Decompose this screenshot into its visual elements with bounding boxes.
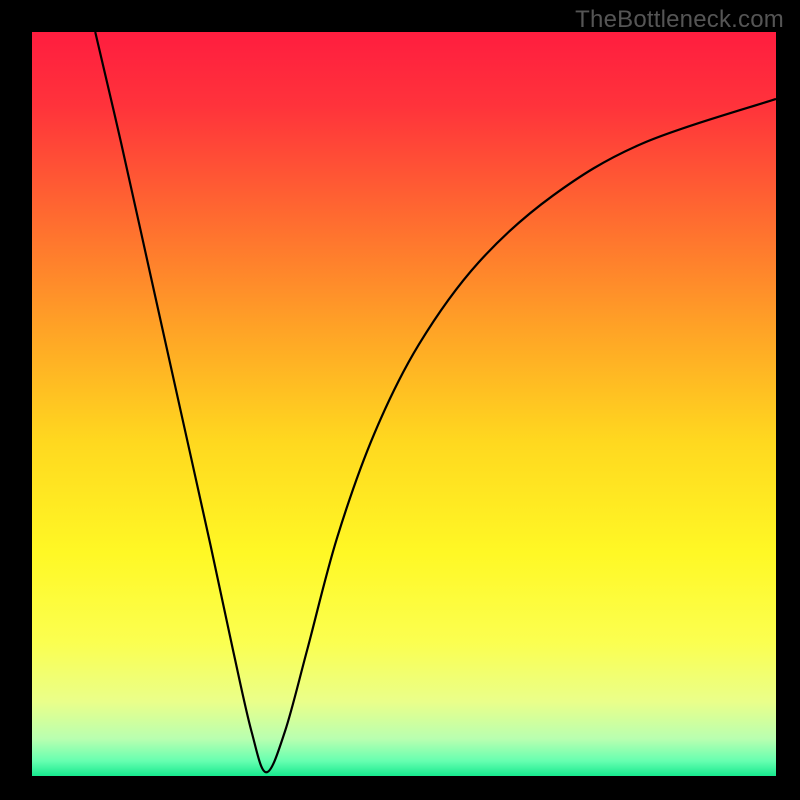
watermark-text: TheBottleneck.com [575,6,784,34]
bottleneck-curve [0,0,800,800]
chart-container: TheBottleneck.com [0,0,800,800]
